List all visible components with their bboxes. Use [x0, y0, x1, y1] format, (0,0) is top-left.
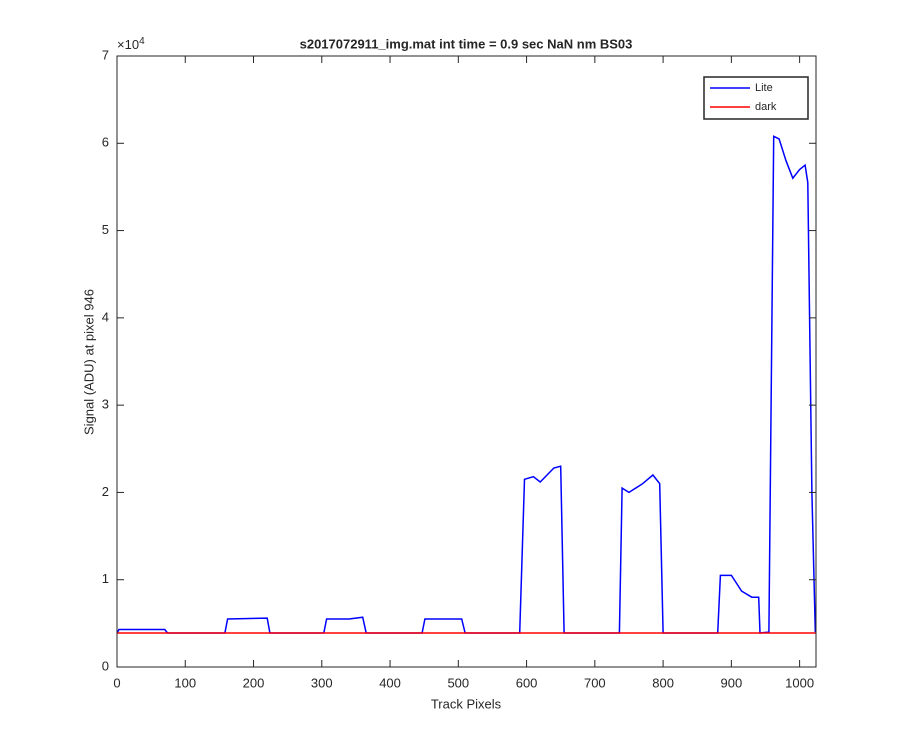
chart-title: s2017072911_img.mat int time = 0.9 sec N…: [300, 36, 633, 51]
x-tick-label: 0: [113, 675, 120, 690]
y-tick-label: 5: [102, 222, 109, 237]
x-tick-label: 900: [721, 675, 743, 690]
y-tick-label: 7: [102, 47, 109, 62]
y-tick-label: 3: [102, 397, 109, 412]
x-tick-label: 700: [584, 675, 606, 690]
x-tick-label: 200: [243, 675, 265, 690]
plot-frame: [116, 55, 817, 668]
x-axis-label: Track Pixels: [431, 696, 502, 711]
x-tick-label: 400: [379, 675, 401, 690]
y-tick-label: 2: [102, 484, 109, 499]
legend-label: Lite: [755, 82, 773, 94]
x-tick-label: 100: [174, 675, 196, 690]
legend-label: dark: [755, 101, 777, 113]
legend: Lite dark: [703, 76, 809, 120]
legend-box: [703, 76, 809, 120]
x-tick-label: 300: [311, 675, 333, 690]
x-tick-label: 800: [652, 675, 674, 690]
y-exponent-base: ×10: [117, 37, 139, 52]
y-tick-label: 4: [102, 309, 109, 324]
y-tick-label: 6: [102, 135, 109, 150]
y-tick-label: 1: [102, 571, 109, 586]
y-tick-label: 0: [102, 658, 109, 673]
y-exponent-power: 4: [139, 36, 145, 47]
x-tick-label: 500: [447, 675, 469, 690]
x-tick-label: 600: [516, 675, 538, 690]
y-exponent: ×104: [117, 36, 145, 53]
y-axis-label: Signal (ADU) at pixel 946: [81, 289, 96, 435]
x-tick-label: 1000: [785, 675, 814, 690]
